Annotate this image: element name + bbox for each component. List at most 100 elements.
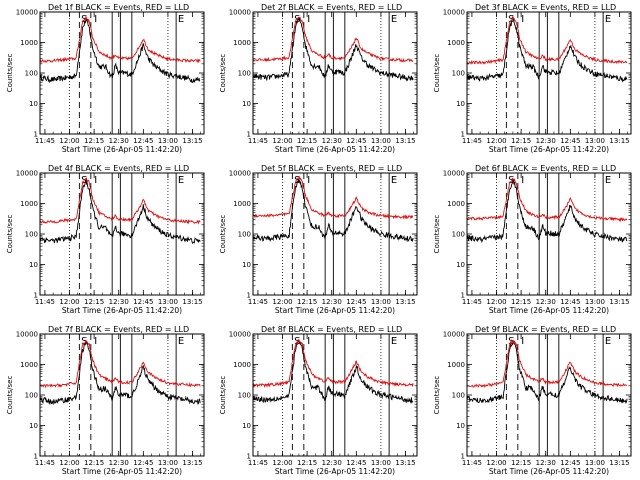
y-axis-label: Counts/sec	[6, 376, 14, 415]
y-tick-label: 10	[456, 261, 465, 269]
panel-title: Det 2f BLACK = Events, RED = LLD	[261, 3, 402, 12]
x-tick-label: 13:00	[371, 459, 391, 467]
lld-line	[252, 176, 414, 220]
x-tick-label: 13:15	[395, 298, 415, 306]
y-axis-label: Counts/sec	[433, 54, 441, 93]
y-tick-label: 1	[461, 292, 465, 300]
y-tick-label: 1000	[447, 39, 465, 47]
x-tick-label: 13:15	[182, 459, 202, 467]
x-tick-label: 13:00	[371, 298, 391, 306]
interval-marker-label: S	[508, 14, 514, 25]
y-tick-label: 10000	[229, 170, 251, 178]
x-tick-label: 12:00	[272, 459, 292, 467]
lld-line	[39, 14, 201, 64]
x-tick-label: 13:15	[182, 298, 202, 306]
y-tick-label: 1	[247, 131, 251, 139]
y-tick-label: 1000	[20, 200, 38, 208]
x-tick-label: 12:00	[486, 459, 506, 467]
x-tick-label: 12:15	[297, 137, 317, 145]
interval-marker-label: E	[178, 336, 184, 347]
y-tick-label: 1	[247, 292, 251, 300]
x-tick-label: 13:00	[158, 298, 178, 306]
x-tick-label: 12:30	[322, 298, 342, 306]
y-axis-label: Counts/sec	[219, 54, 227, 93]
x-axis-label: Start Time (26-Apr-05 11:42:20)	[275, 306, 395, 315]
x-tick-label: 12:30	[536, 459, 556, 467]
y-tick-label: 10	[29, 422, 38, 430]
x-tick-label: 11:45	[248, 459, 268, 467]
interval-marker-label: E	[391, 14, 397, 25]
x-tick-label: 12:15	[297, 298, 317, 306]
y-tick-label: 1	[34, 292, 38, 300]
x-tick-label: 13:15	[182, 137, 202, 145]
interval-marker-label: E	[605, 14, 611, 25]
x-tick-label: 12:30	[322, 459, 342, 467]
interval-marker-label: I	[94, 336, 97, 347]
x-tick-label: 13:00	[371, 137, 391, 145]
interval-marker-label: I	[307, 175, 310, 186]
y-tick-label: 100	[452, 231, 465, 239]
y-tick-label: 10	[242, 100, 251, 108]
interval-marker-label: E	[178, 175, 184, 186]
y-tick-label: 100	[452, 392, 465, 400]
x-tick-label: 13:15	[395, 459, 415, 467]
events-line	[466, 179, 628, 244]
panel-det-5: Det 5f BLACK = Events, RED = LLD S I E 1 10 10…	[219, 164, 418, 315]
plot-frame	[39, 172, 205, 296]
y-tick-label: 1000	[447, 361, 465, 369]
events-line	[466, 340, 628, 405]
y-tick-label: 1000	[233, 361, 251, 369]
x-tick-label: 12:15	[297, 459, 317, 467]
y-tick-label: 10000	[16, 170, 38, 178]
x-tick-label: 12:15	[511, 298, 531, 306]
x-tick-label: 12:45	[346, 298, 366, 306]
x-tick-label: 12:45	[346, 459, 366, 467]
y-tick-label: 100	[452, 70, 465, 78]
plot-frame	[39, 11, 205, 135]
events-line	[252, 16, 414, 82]
x-tick-label: 13:15	[609, 298, 629, 306]
events-line	[252, 179, 414, 243]
x-tick-label: 11:45	[248, 298, 268, 306]
panel-title: Det 9f BLACK = Events, RED = LLD	[475, 325, 616, 334]
x-tick-label: 12:30	[109, 137, 129, 145]
plot-frame	[466, 11, 632, 135]
y-axis-label: Counts/sec	[6, 54, 14, 93]
x-axis-label: Start Time (26-Apr-05 11:42:20)	[489, 145, 609, 154]
y-axis-label: Counts/sec	[433, 215, 441, 254]
y-tick-label: 1000	[20, 361, 38, 369]
panel-title: Det 6f BLACK = Events, RED = LLD	[475, 164, 616, 173]
interval-marker-label: I	[307, 14, 310, 25]
x-tick-label: 12:15	[84, 137, 104, 145]
x-tick-label: 13:00	[585, 298, 605, 306]
x-axis-label: Start Time (26-Apr-05 11:42:20)	[62, 145, 182, 154]
y-tick-label: 10000	[229, 9, 251, 17]
x-tick-label: 12:15	[84, 298, 104, 306]
x-tick-label: 12:00	[59, 137, 79, 145]
y-tick-label: 10000	[16, 9, 38, 17]
x-axis-label: Start Time (26-Apr-05 11:42:20)	[62, 306, 182, 315]
events-line	[39, 19, 201, 84]
x-tick-label: 12:45	[560, 137, 580, 145]
x-tick-label: 11:45	[462, 137, 482, 145]
x-tick-label: 12:45	[560, 459, 580, 467]
x-tick-label: 12:00	[486, 298, 506, 306]
x-tick-label: 11:45	[462, 298, 482, 306]
x-tick-label: 12:30	[322, 137, 342, 145]
interval-marker-label: E	[605, 175, 611, 186]
lld-line	[466, 177, 628, 223]
x-tick-label: 12:15	[84, 459, 104, 467]
x-tick-label: 11:45	[35, 298, 55, 306]
y-tick-label: 1	[461, 453, 465, 461]
panel-title: Det 7f BLACK = Events, RED = LLD	[48, 325, 189, 334]
x-axis-label: Start Time (26-Apr-05 11:42:20)	[62, 467, 182, 476]
interval-marker-label: I	[521, 14, 524, 25]
events-line	[39, 340, 201, 406]
interval-marker-label: E	[391, 175, 397, 186]
x-tick-label: 12:15	[511, 459, 531, 467]
y-tick-label: 100	[238, 392, 251, 400]
lld-line	[39, 340, 201, 389]
interval-marker-label: I	[521, 175, 524, 186]
